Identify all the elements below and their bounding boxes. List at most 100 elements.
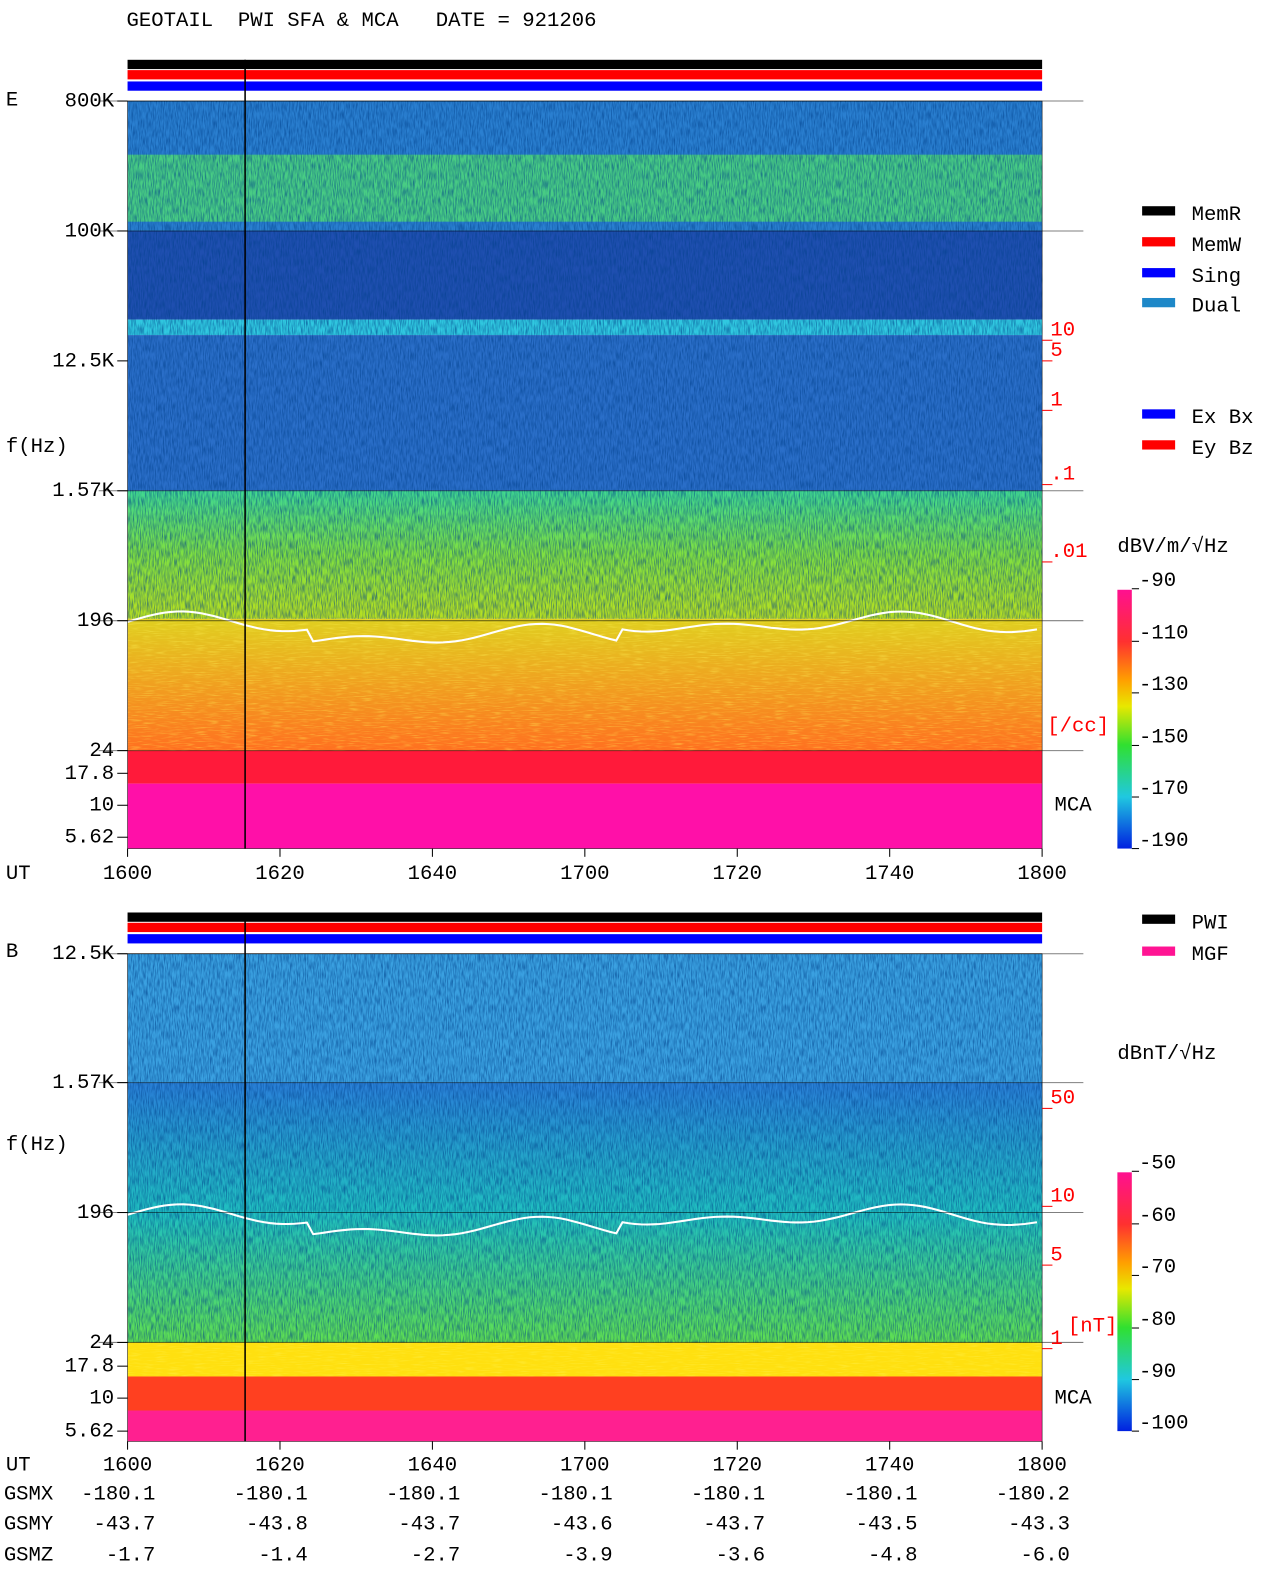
noise	[127, 618, 1043, 751]
orbit-value: -3.9	[563, 1544, 612, 1567]
spectrogram-band	[127, 750, 1043, 784]
density-tick-label: 5	[1050, 340, 1062, 363]
colorbar-tick-label: -110	[1139, 623, 1188, 646]
panel-label: B	[6, 941, 18, 964]
density-unit: [/cc]	[1047, 715, 1109, 738]
y-axis-label: f(Hz)	[6, 436, 68, 459]
orbit-value: -180.1	[843, 1483, 917, 1506]
mca-label: MCA	[1054, 1388, 1092, 1411]
freq-tick-label: 196	[77, 1202, 114, 1225]
density-tick-label: 1	[1050, 1328, 1062, 1351]
legend-swatch	[1142, 914, 1176, 924]
legend-swatch	[1142, 946, 1176, 956]
status-bar	[127, 81, 1043, 91]
status-bar	[127, 922, 1043, 933]
orbit-value: -43.6	[551, 1513, 613, 1536]
legend-swatch	[1142, 440, 1176, 450]
time-tick-label: 1740	[865, 1455, 914, 1478]
colorbar-tick-label: -90	[1139, 1361, 1176, 1384]
status-bar	[127, 912, 1043, 922]
colorbar-tick-label: -50	[1139, 1152, 1176, 1175]
status-bar	[127, 59, 1043, 70]
freq-tick-label: 800K	[65, 90, 115, 113]
panel-label: E	[6, 89, 18, 112]
time-tick-label: 1620	[255, 1455, 304, 1478]
orbit-value: -43.7	[703, 1513, 765, 1536]
legend-label: Dual	[1192, 296, 1241, 319]
status-bar	[127, 934, 1043, 944]
colorbar-tick-label: -170	[1139, 778, 1188, 801]
colorbar	[1117, 589, 1132, 849]
legend-label: MGF	[1192, 944, 1229, 967]
legend-swatch	[1142, 237, 1176, 247]
freq-tick-label: 12.5K	[52, 943, 114, 966]
orbit-value: -180.2	[996, 1483, 1070, 1506]
time-tick-label: 1800	[1017, 863, 1066, 886]
orbit-value: -180.1	[691, 1483, 765, 1506]
colorbar-tick-label: -190	[1139, 830, 1188, 853]
density-trace	[127, 1203, 1038, 1237]
orbit-value: -43.7	[94, 1513, 156, 1536]
legend-label: MemW	[1192, 235, 1242, 258]
density-tick-label: 1	[1050, 390, 1062, 413]
orbit-value: -4.8	[868, 1544, 917, 1567]
y-axis-label: f(Hz)	[6, 1134, 68, 1157]
legend-swatch	[1142, 206, 1176, 216]
status-bar	[127, 70, 1043, 80]
orbit-label: GSMY	[4, 1513, 53, 1536]
orbit-label: GSMZ	[4, 1544, 53, 1567]
time-tick-label: 1720	[713, 1455, 762, 1478]
freq-tick-label: 12.5K	[52, 350, 114, 373]
colorbar-tick-label: -80	[1139, 1309, 1176, 1332]
colorbar-tick-label: -90	[1139, 570, 1176, 593]
density-tick-label: 10	[1050, 319, 1075, 342]
noise	[127, 1342, 1043, 1377]
freq-tick-label: 1.57K	[52, 1072, 114, 1095]
freq-tick-label: 1.57K	[52, 480, 114, 503]
colorbar-tick-label: -100	[1139, 1412, 1188, 1435]
colorbar-tick-label: -60	[1139, 1205, 1176, 1228]
orbit-value: -180.1	[386, 1483, 460, 1506]
orbit-value: -180.1	[538, 1483, 612, 1506]
time-tick-label: 1600	[103, 1455, 152, 1478]
freq-tick-label: 24	[89, 740, 114, 763]
time-tick-label: 1800	[1017, 1455, 1066, 1478]
density-tick-label: .1	[1050, 464, 1075, 487]
density-trace	[127, 610, 1038, 644]
legend-swatch	[1142, 297, 1176, 308]
legend-swatch	[1142, 409, 1176, 419]
density-tick-label: .01	[1050, 541, 1087, 564]
colorbar-label: dBnT/√Hz	[1117, 1042, 1216, 1066]
time-tick-label: 1600	[103, 863, 152, 886]
density-tick-label: 50	[1050, 1088, 1075, 1111]
orbit-value: -180.1	[234, 1483, 308, 1506]
colorbar-tick-label: -70	[1139, 1257, 1176, 1280]
orbit-value: -6.0	[1020, 1544, 1069, 1567]
orbit-label: GSMX	[4, 1483, 53, 1506]
colorbar-tick-label: -150	[1139, 727, 1188, 750]
freq-tick-label: 17.8	[65, 763, 114, 786]
noise	[127, 953, 1043, 1343]
freq-tick-label: 17.8	[65, 1356, 114, 1379]
freq-tick-label: 10	[89, 795, 114, 818]
orbit-value: -43.7	[398, 1513, 460, 1536]
freq-tick-label: 10	[89, 1388, 114, 1411]
mca-label: MCA	[1054, 795, 1092, 818]
legend-label: Ey Bz	[1192, 438, 1254, 461]
legend-label: MemR	[1192, 204, 1241, 227]
density-tick-label: 10	[1050, 1185, 1075, 1208]
noise	[127, 101, 1043, 619]
title: GEOTAIL PWI SFA & MCA DATE = 921206	[127, 10, 597, 33]
time-tick-label: 1700	[560, 1455, 609, 1478]
orbit-value: -1.4	[258, 1544, 307, 1567]
orbit-value: -180.1	[81, 1483, 155, 1506]
time-tick-label: 1620	[255, 863, 304, 886]
time-tick-label: 1700	[560, 863, 609, 886]
freq-tick-label: 196	[77, 610, 114, 633]
orbit-value: -3.6	[716, 1544, 765, 1567]
time-tick-label: 1640	[408, 1455, 457, 1478]
freq-tick-label: 5.62	[65, 1421, 114, 1444]
legend-label: PWI	[1192, 912, 1229, 935]
time-tick-label: 1720	[713, 863, 762, 886]
